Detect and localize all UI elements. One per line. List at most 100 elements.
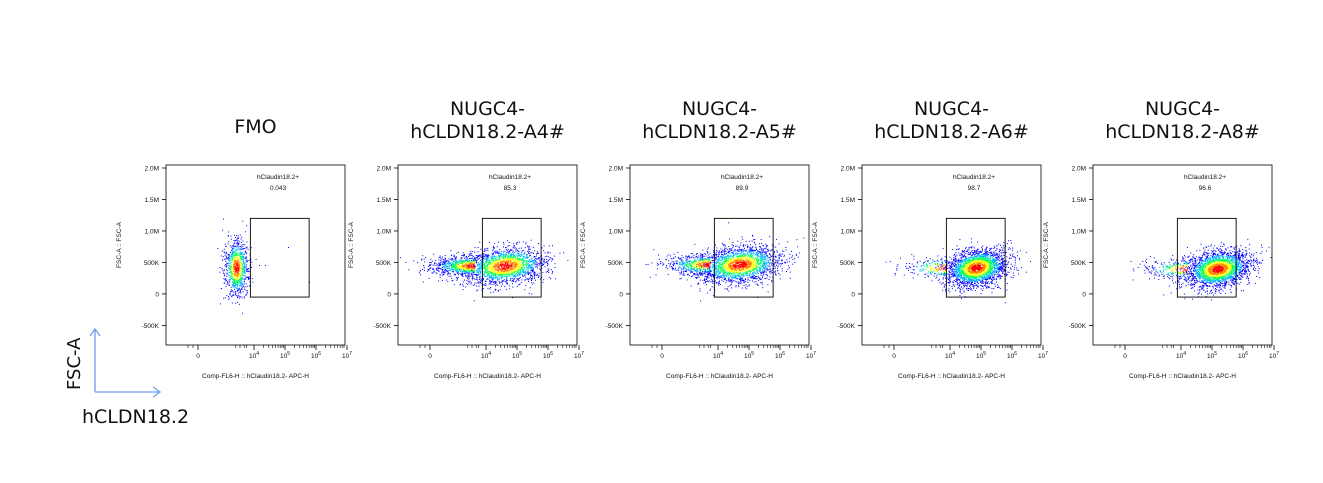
event-dot <box>493 259 495 261</box>
event-dot <box>727 254 729 256</box>
event-dot <box>236 249 238 251</box>
event-dot <box>743 251 744 252</box>
event-dot <box>715 272 717 274</box>
event-dot <box>735 285 737 287</box>
event-dot <box>767 255 769 257</box>
event-dot <box>475 274 477 276</box>
event-dot <box>240 257 242 259</box>
event-dot <box>531 277 533 279</box>
event-dot <box>723 274 725 276</box>
event-dot <box>500 268 502 270</box>
event-dot <box>483 274 485 276</box>
event-dot <box>523 268 525 270</box>
event-dot <box>671 261 673 263</box>
event-dot <box>512 276 514 278</box>
event-dot <box>464 261 466 263</box>
event-dot <box>451 264 453 265</box>
event-dot <box>760 270 762 272</box>
event-dot <box>501 254 503 256</box>
event-dot <box>427 269 429 270</box>
event-dot <box>493 277 495 278</box>
event-dot <box>519 261 521 263</box>
event-dot <box>487 254 489 256</box>
event-dot <box>706 270 708 272</box>
event-dot <box>445 260 447 262</box>
event-dot <box>231 258 233 260</box>
event-dot <box>464 270 466 271</box>
gate-rectangle[interactable] <box>481 217 542 298</box>
event-dot <box>490 257 492 259</box>
event-dot <box>501 280 503 282</box>
event-dot <box>259 265 260 266</box>
event-dot <box>485 276 487 278</box>
event-dot <box>722 273 724 275</box>
event-dot <box>703 264 705 266</box>
event-dot <box>515 276 517 278</box>
event-dot <box>235 255 237 257</box>
event-dot <box>506 255 507 257</box>
event-dot <box>506 282 508 284</box>
event-dot <box>228 268 229 270</box>
event-dot <box>729 250 731 252</box>
event-dot <box>783 255 785 257</box>
event-dot <box>706 278 708 280</box>
event-dot <box>730 283 732 285</box>
event-dot <box>767 249 768 251</box>
event-dot <box>745 251 747 253</box>
event-dot <box>486 259 488 261</box>
event-dot <box>506 283 508 285</box>
event-dot <box>489 276 491 278</box>
event-dot <box>717 261 719 263</box>
event-dot <box>772 269 774 271</box>
event-dot <box>467 284 469 286</box>
event-dot <box>521 264 523 266</box>
event-dot <box>224 243 226 245</box>
event-dot <box>234 283 236 285</box>
event-dot <box>478 281 480 283</box>
event-dot <box>762 244 764 246</box>
event-dot <box>238 292 240 294</box>
event-dot <box>234 251 236 253</box>
event-dot <box>435 260 436 262</box>
event-dot <box>507 279 508 281</box>
y-tick-label: 1.5M <box>609 197 623 204</box>
event-dot <box>225 278 227 280</box>
event-dot <box>777 254 779 256</box>
event-dot <box>465 270 467 272</box>
event-dot <box>234 260 236 262</box>
gate-rectangle[interactable] <box>249 217 310 298</box>
event-dot <box>474 260 476 262</box>
event-dot <box>237 288 239 289</box>
event-dot <box>492 267 493 269</box>
event-dot <box>234 288 235 290</box>
event-dot <box>237 240 239 242</box>
event-dot <box>725 251 727 252</box>
x-tick-label: 106 <box>311 351 321 360</box>
event-dot <box>531 281 533 283</box>
event-dot <box>528 266 530 268</box>
event-dot <box>457 251 459 253</box>
event-dot <box>473 265 475 266</box>
event-dot <box>507 263 509 264</box>
event-dot <box>472 262 474 264</box>
event-dot <box>683 267 685 269</box>
event-dot <box>479 277 481 279</box>
event-dot <box>219 271 221 273</box>
event-dot <box>771 244 773 246</box>
event-dot <box>549 257 551 259</box>
event-dot <box>238 265 240 267</box>
event-dot <box>518 265 519 267</box>
event-dot <box>705 269 707 271</box>
event-dot <box>446 265 448 267</box>
event-dot <box>471 257 473 259</box>
event-dot <box>510 278 511 280</box>
event-dot <box>500 266 502 268</box>
event-dot <box>524 252 526 254</box>
event-dot <box>529 248 531 250</box>
event-dot <box>241 286 243 288</box>
event-dot <box>732 277 734 278</box>
event-dot <box>437 267 438 269</box>
event-dot <box>221 267 223 269</box>
event-dot <box>725 253 727 254</box>
event-dot <box>479 263 481 265</box>
